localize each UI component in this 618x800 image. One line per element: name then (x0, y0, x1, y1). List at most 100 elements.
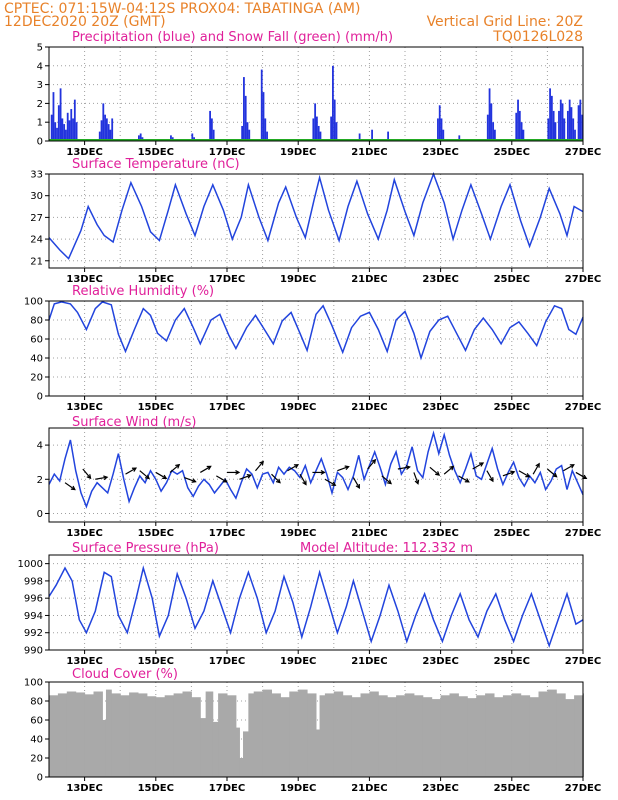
bar (266, 131, 268, 141)
bar (191, 133, 194, 141)
y-tick-label: 20 (30, 754, 43, 765)
y-tick-label: 40 (30, 735, 43, 746)
panel-frame (48, 46, 584, 142)
bar (440, 118, 443, 141)
wind-arrow-head (86, 474, 92, 480)
x-tick-label: 25DEC (494, 402, 530, 413)
wind-arrow-head (479, 462, 485, 467)
wind-arrow (312, 469, 326, 475)
header-station: CPTEC: 071:15W-04:12S PROX04: TABATINGA … (4, 1, 360, 17)
wind-arrow-shaft (458, 475, 470, 483)
x-tick-label: 13DEC (66, 147, 102, 158)
bar (227, 695, 237, 777)
bar (155, 697, 166, 777)
wind-arrow-head (191, 478, 197, 483)
x-tick-label: 23DEC (422, 656, 458, 667)
bar (330, 116, 333, 141)
bar (105, 118, 108, 141)
x-tick-label: 23DEC (422, 528, 458, 539)
bar (440, 695, 450, 777)
panel-frame (48, 300, 584, 397)
bar (550, 95, 553, 141)
bar (212, 721, 219, 777)
bar (241, 125, 244, 141)
x-tick-label: 23DEC (422, 147, 458, 158)
x-tick-label: 25DEC (494, 783, 530, 794)
wind-arrow-shaft (95, 476, 108, 480)
x-tick-label: 19DEC (280, 147, 316, 158)
bar (502, 695, 513, 777)
x-tick-label: 27DEC (565, 147, 601, 158)
wind-arrow-head (246, 473, 252, 479)
bar (360, 693, 370, 777)
x-tick-label: 21DEC (351, 402, 387, 413)
bar (102, 720, 107, 777)
bar (486, 114, 489, 141)
x-tick-label: 21DEC (351, 528, 387, 539)
wind-arrow-shaft (324, 478, 336, 486)
y-tick-label: 4 (37, 61, 43, 72)
wind-arrow (367, 458, 377, 470)
x-tick-label: 27DEC (565, 656, 601, 667)
wind-arrow (502, 470, 516, 477)
wind-arrow (518, 470, 531, 478)
bar (563, 118, 566, 141)
bar (517, 99, 519, 141)
bar (335, 122, 338, 141)
header-init-time: 12DEC2020 20Z (GMT) (4, 14, 166, 30)
bar (182, 691, 192, 777)
bar (307, 693, 317, 777)
wind-arrow (95, 475, 109, 481)
wind-arrow-head (175, 463, 181, 469)
y-tick-label: 100 (24, 678, 43, 689)
wind-arrow (324, 478, 337, 486)
y-tick-label: 60 (30, 335, 43, 346)
bar (146, 696, 157, 777)
bar (100, 120, 103, 141)
series-line (48, 565, 584, 649)
bar (568, 99, 571, 141)
bar (191, 697, 201, 777)
bar (173, 693, 183, 777)
wind-arrow (227, 469, 241, 475)
wind-arrow (184, 476, 197, 483)
x-tick-label: 15DEC (138, 528, 174, 539)
wind-arrow-head (387, 479, 393, 485)
x-tick-label: 15DEC (138, 147, 174, 158)
bar (351, 697, 361, 777)
wind-arrow (155, 471, 168, 480)
bar (559, 99, 562, 141)
bar (458, 135, 461, 141)
wind-arrow-shaft (429, 466, 440, 476)
x-tick-label: 21DEC (351, 147, 387, 158)
panel-title: Surface Wind (m/s) (72, 415, 196, 430)
x-tick-label: 19DEC (280, 528, 316, 539)
x-tick-label: 25DEC (494, 656, 530, 667)
bar (164, 695, 175, 777)
wind-arrow-head (162, 474, 168, 480)
bar (65, 129, 67, 141)
bar (577, 105, 580, 141)
wind-arrow-shaft (64, 482, 76, 491)
x-tick-label: 17DEC (209, 528, 245, 539)
panels: 0 1 2 3 4 5 13DEC 15DEC 17DEC 19DEC 21DEC 23DEC 25DE… (18, 30, 602, 794)
wind-arrow (443, 465, 455, 475)
bar (431, 699, 442, 777)
bar (75, 692, 86, 777)
x-tick-label: 15DEC (138, 783, 174, 794)
wind-arrow-head (510, 470, 516, 476)
wind-arrow-head (535, 462, 540, 468)
y-tick-label: 1000 (18, 559, 43, 570)
wind-arrow-shaft (367, 459, 376, 470)
bar (235, 727, 240, 777)
x-tick-label: 27DEC (565, 783, 601, 794)
bar (316, 729, 321, 777)
wind-arrow-shaft (155, 471, 167, 479)
wind-arrow (239, 473, 252, 480)
wind-arrow-head (275, 478, 281, 484)
panel-3: 0 2 4 13DEC 15DEC 17DEC 19DEC 21DEC 23DEC 25DEC 27… (37, 415, 602, 539)
y-tick-label: 0 (37, 392, 43, 403)
bar (260, 69, 263, 141)
wind-arrow-head (103, 475, 109, 481)
